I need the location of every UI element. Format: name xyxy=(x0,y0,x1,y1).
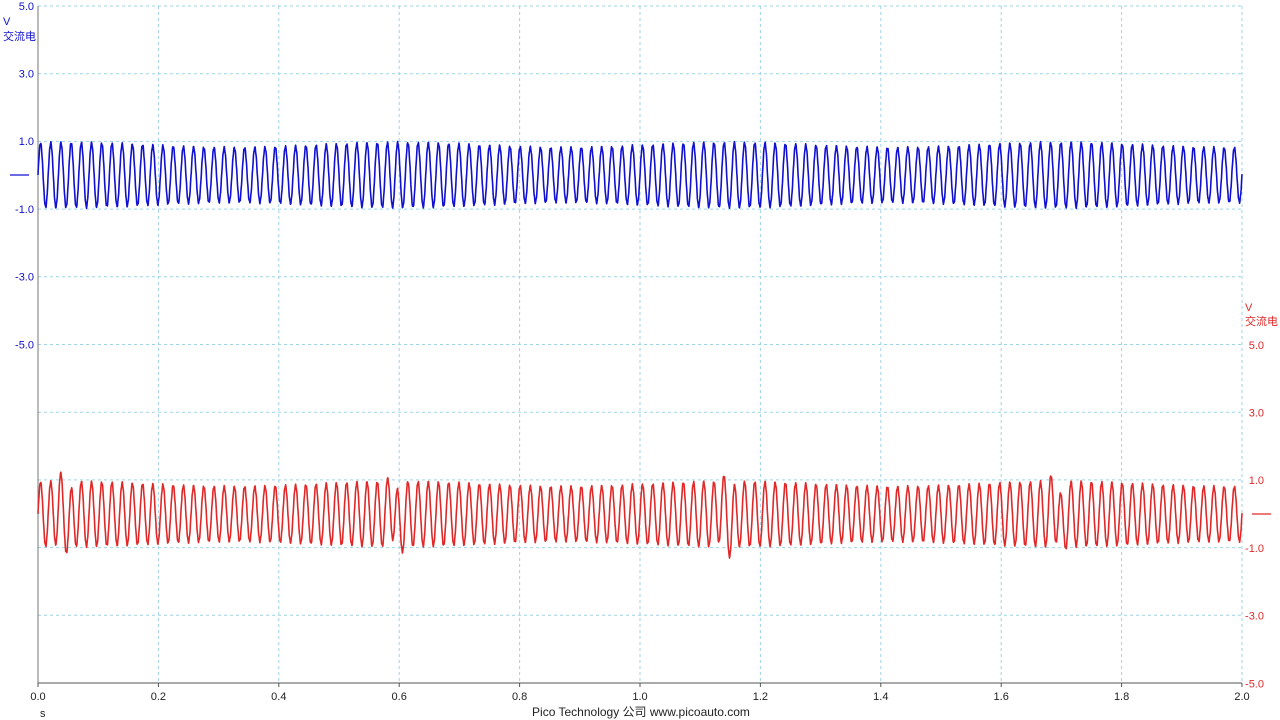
left-tick-label: -1.0 xyxy=(15,204,34,216)
left-axis-ticks: 5.0 3.0 1.0 -1.0 -3.0 -5.0 xyxy=(15,1,34,352)
left-tick-label: -3.0 xyxy=(15,272,34,284)
x-tick-label: 0.4 xyxy=(271,691,286,703)
x-tick-label: 1.0 xyxy=(632,691,647,703)
x-tick-label: 0.6 xyxy=(392,691,407,703)
x-tick-label: 1.4 xyxy=(873,691,888,703)
x-tick-label: 1.8 xyxy=(1114,691,1129,703)
left-tick-label: -5.0 xyxy=(15,339,34,351)
footer-credit: Pico Technology 公司 www.picoauto.com xyxy=(532,705,750,719)
left-tick-label: 5.0 xyxy=(19,1,34,13)
right-tick-label: -3.0 xyxy=(1245,611,1264,623)
left-tick-label: 1.0 xyxy=(19,136,34,148)
right-tick-label: -1.0 xyxy=(1245,543,1264,555)
x-axis-unit: s xyxy=(40,708,46,720)
x-tick-label: 0.0 xyxy=(30,691,45,703)
x-tick-label: 1.2 xyxy=(753,691,768,703)
right-tick-label: 5.0 xyxy=(1249,340,1264,352)
right-tick-label: 1.0 xyxy=(1249,475,1264,487)
x-tick-label: 0.2 xyxy=(151,691,166,703)
left-axis-coupling: 交流电 xyxy=(3,29,36,43)
right-axis-ticks: 5.0 3.0 1.0 -1.0 -3.0 -5.0 xyxy=(1245,340,1264,691)
right-axis-coupling: 交流电 xyxy=(1245,314,1278,328)
grid xyxy=(38,5,1243,683)
right-tick-label: 3.0 xyxy=(1249,407,1264,419)
x-tick-label: 0.8 xyxy=(512,691,527,703)
right-tick-label: -5.0 xyxy=(1245,678,1264,690)
left-tick-label: 3.0 xyxy=(19,68,34,80)
series-line-red xyxy=(37,471,1243,559)
x-tick-label: 2.0 xyxy=(1234,691,1249,703)
left-axis-unit: V xyxy=(3,16,11,28)
x-axis-ticks: 0.0 0.2 0.4 0.6 0.8 1.0 1.2 1.4 1.6 1.8 2.0 xyxy=(30,683,1250,703)
series-line-blue xyxy=(37,140,1243,210)
right-axis-unit: V xyxy=(1245,302,1253,314)
x-tick-label: 1.6 xyxy=(994,691,1009,703)
